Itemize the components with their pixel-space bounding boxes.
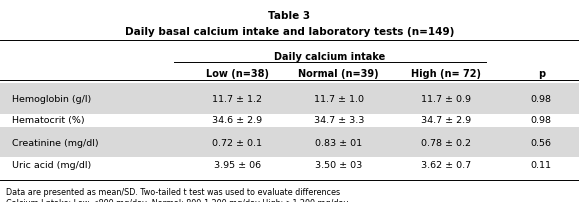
Text: 3.50 ± 03: 3.50 ± 03 <box>315 160 362 169</box>
Text: Calcium I ntake: Low <800 mg/day, Normal: 800-1,200 mg/day High: >1,200 mg/day: Calcium I ntake: Low <800 mg/day, Normal… <box>6 198 348 202</box>
Text: 0.56: 0.56 <box>531 138 552 147</box>
Text: Hemoglobin (g/l): Hemoglobin (g/l) <box>12 95 91 103</box>
Text: 11.7 ± 1.0: 11.7 ± 1.0 <box>314 95 364 103</box>
Text: 3.62 ± 0.7: 3.62 ± 0.7 <box>421 160 471 169</box>
Text: 11.7 ± 0.9: 11.7 ± 0.9 <box>421 95 471 103</box>
Text: Daily calcium intake: Daily calcium intake <box>274 52 386 61</box>
Text: 3.95 ± 06: 3.95 ± 06 <box>214 160 261 169</box>
Text: High (n= 72): High (n= 72) <box>411 69 481 79</box>
Text: 0.78 ± 0.2: 0.78 ± 0.2 <box>421 138 471 147</box>
Text: Data are presented as mean/SD. Two-tailed t test was used to evaluate difference: Data are presented as mean/SD. Two-taile… <box>6 187 340 196</box>
Text: 0.72 ± 0.1: 0.72 ± 0.1 <box>212 138 262 147</box>
Text: Uric acid (mg/dl): Uric acid (mg/dl) <box>12 160 91 169</box>
Text: 0.98: 0.98 <box>531 95 552 103</box>
Text: 0.98: 0.98 <box>531 116 552 125</box>
Text: 11.7 ± 1.2: 11.7 ± 1.2 <box>212 95 262 103</box>
Text: 0.83 ± 01: 0.83 ± 01 <box>315 138 362 147</box>
Text: 34.7 ± 3.3: 34.7 ± 3.3 <box>313 116 364 125</box>
Text: 34.7 ± 2.9: 34.7 ± 2.9 <box>421 116 471 125</box>
FancyBboxPatch shape <box>0 84 579 114</box>
Text: Creatinine (mg/dl): Creatinine (mg/dl) <box>12 138 98 147</box>
Text: Table 3: Table 3 <box>269 11 310 21</box>
Text: Normal (n=39): Normal (n=39) <box>298 69 379 79</box>
Text: Hematocrit (%): Hematocrit (%) <box>12 116 84 125</box>
Text: 34.6 ± 2.9: 34.6 ± 2.9 <box>212 116 262 125</box>
Text: Low (n=38): Low (n=38) <box>206 69 269 79</box>
Text: p: p <box>538 69 545 79</box>
Text: Daily basal calcium intake and laboratory tests (n=149): Daily basal calcium intake and laborator… <box>125 27 454 37</box>
Text: 0.11: 0.11 <box>531 160 552 169</box>
FancyBboxPatch shape <box>0 127 579 158</box>
